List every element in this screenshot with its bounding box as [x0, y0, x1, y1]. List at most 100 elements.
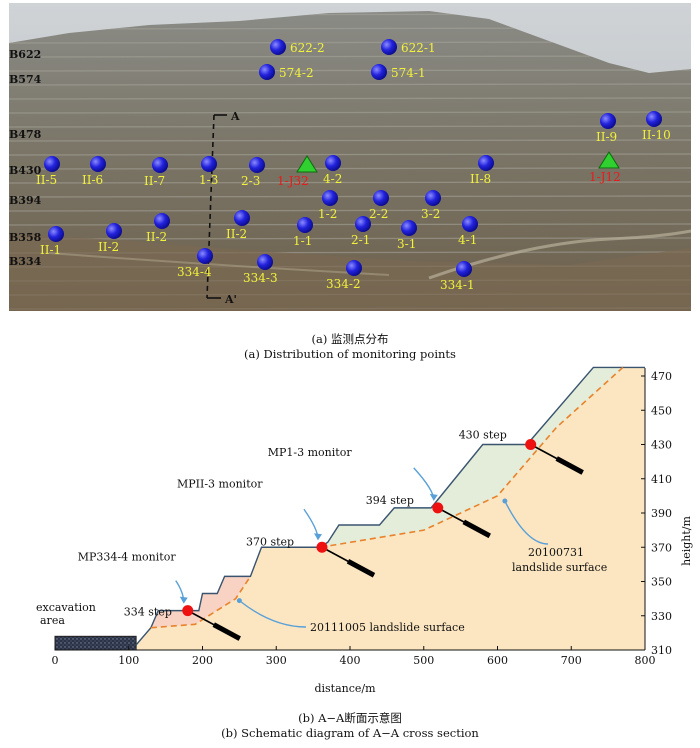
blue-dot-icon: [646, 111, 662, 127]
step-label: 370 step: [246, 535, 294, 548]
point-label: 1-J12: [589, 170, 621, 184]
point-label: 2-2: [369, 207, 388, 221]
point-label: 2-3: [241, 174, 260, 188]
triangle-icon: [296, 155, 318, 173]
step-label: 334 step: [124, 606, 172, 619]
monitoring-point: 4-2: [323, 155, 342, 186]
surface-2011-arrow-head: [236, 598, 242, 604]
slide-mass-2011: [150, 576, 251, 628]
bench-label: B478: [9, 128, 42, 141]
x-tick-label: 500: [413, 654, 434, 667]
monitoring-point: 3-1: [397, 220, 417, 251]
point-label: II-9: [596, 130, 617, 144]
point-label: 334-2: [326, 277, 361, 291]
monitoring-point: II-10: [642, 111, 671, 142]
point-label: 1-3: [199, 173, 218, 187]
point-label: 622-2: [290, 41, 325, 55]
point-label: II-2: [226, 227, 247, 241]
point-label: 574-2: [279, 66, 314, 80]
blue-dot-icon: [425, 190, 441, 206]
x-tick-label: 200: [192, 654, 213, 667]
blue-dot-icon: [325, 155, 341, 171]
section-fills: [54, 367, 645, 651]
blue-dot-icon: [44, 156, 60, 172]
blue-dot-icon: [373, 190, 389, 206]
monitoring-point: 1-3: [199, 156, 218, 187]
x-tick-label: 600: [487, 654, 508, 667]
monitor-dot: [432, 502, 444, 514]
blue-dot-icon: [259, 64, 275, 80]
arrow-head-icon: [429, 493, 438, 501]
monitoring-point: 622-2: [270, 39, 325, 55]
y-tick-label: 410: [651, 473, 672, 486]
blue-dot-icon: [90, 156, 106, 172]
section-label-a-prime: A': [224, 293, 237, 306]
surface-2010: [320, 366, 624, 549]
surface-2011-label: 20111005 landslide surface: [310, 621, 465, 634]
figure-b-caption-en: (b) Schematic diagram of A−A cross secti…: [221, 726, 479, 740]
y-tick-label: 370: [651, 541, 672, 554]
y-axis-title: height/m: [680, 516, 693, 566]
blue-dot-icon: [270, 39, 286, 55]
y-tick-label: 330: [651, 610, 672, 623]
point-label: 3-1: [397, 237, 416, 251]
point-label: 1-2: [318, 207, 337, 221]
monitoring-point: 334-4: [177, 248, 213, 279]
monitoring-point: 334-2: [326, 260, 362, 291]
blue-dot-icon: [106, 223, 122, 239]
blue-dot-icon: [322, 190, 338, 206]
surface-2010-label-1: 20100731: [528, 546, 584, 559]
x-tick-label: 100: [118, 654, 139, 667]
point-label: II-10: [642, 128, 671, 142]
blue-dot-icon: [346, 260, 362, 276]
y-tick-label: 430: [651, 439, 672, 452]
point-label: 622-1: [401, 41, 436, 55]
station-marker: 1-J32: [277, 155, 318, 188]
monitor-dot: [182, 605, 194, 617]
monitoring-point: II-6: [82, 156, 106, 187]
x-axis-title: distance/m: [314, 682, 376, 695]
blue-dot-icon: [154, 213, 170, 229]
figure-a-caption-en: (a) Distribution of monitoring points: [244, 347, 456, 361]
point-label: 574-1: [391, 66, 426, 80]
bench-label: B574: [9, 73, 42, 86]
point-label: II-8: [470, 172, 491, 186]
anchor-rod-end: [346, 559, 376, 578]
station-marker: 1-J12: [589, 151, 621, 184]
point-label: 1-1: [293, 234, 312, 248]
monitor-label: MP1-3 monitor: [268, 446, 353, 459]
monitoring-point: II-7: [144, 157, 168, 188]
surface-2011-arrow: [238, 600, 307, 628]
point-label: 3-2: [421, 207, 440, 221]
point-label: 2-1: [351, 233, 370, 247]
blue-dot-icon: [456, 261, 472, 277]
section-monitors: 334 step MP334-4 monitor 370 step MPII-3 mo…: [78, 429, 584, 641]
monitor-dot: [316, 541, 328, 553]
monitoring-points: 622-2 622-1 574-2 574-1 II-9 II-10 II-5 II-6 II-…: [36, 39, 671, 292]
monitoring-point: II-9: [596, 113, 617, 144]
x-tick-label: 300: [266, 654, 287, 667]
blue-dot-icon: [249, 157, 265, 173]
point-label: II-6: [82, 173, 103, 187]
monitoring-point: II-8: [470, 155, 494, 186]
anchor-rod-end: [462, 519, 491, 539]
monitoring-point: 4-1: [458, 216, 478, 247]
point-label: II-2: [146, 230, 167, 244]
blue-dot-icon: [478, 155, 494, 171]
bench-label: B358: [9, 231, 42, 244]
monitor-dot: [525, 439, 537, 450]
step-label: 394 step: [366, 494, 414, 507]
blue-dot-icon: [462, 216, 478, 232]
monitoring-point: 574-2: [259, 64, 314, 80]
excavation-label: excavation: [36, 601, 96, 614]
point-label: 4-1: [458, 233, 477, 247]
monitoring-point: 2-3: [241, 157, 265, 188]
point-label: 1-J32: [277, 174, 309, 188]
monitoring-point: II-2: [98, 223, 122, 254]
surface-2011: [150, 575, 252, 629]
point-label: 334-1: [440, 278, 475, 292]
monitor-label: MPII-3 monitor: [177, 477, 263, 490]
blue-dot-icon: [381, 39, 397, 55]
bench-label: B622: [9, 48, 41, 61]
